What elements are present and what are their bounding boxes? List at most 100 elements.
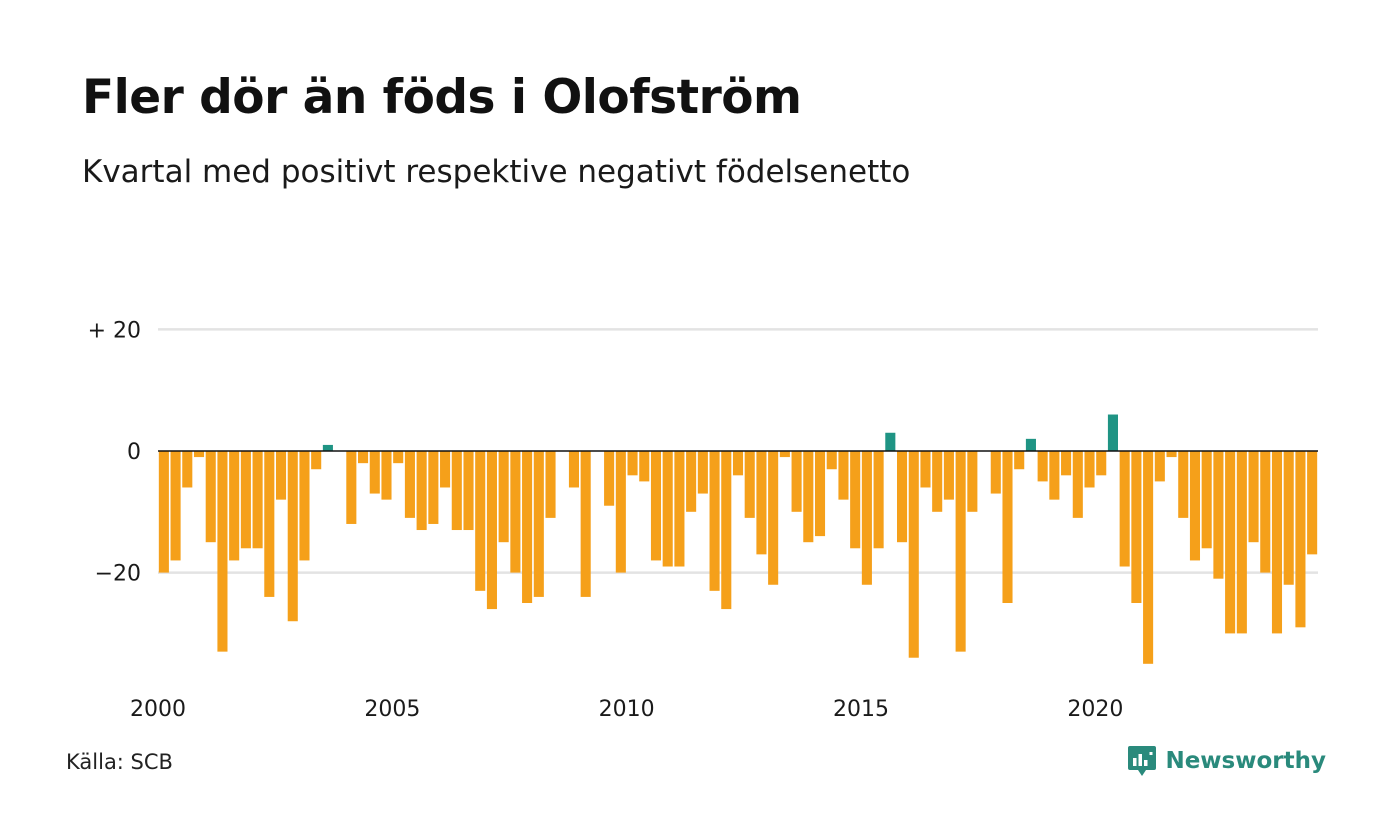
bar [1295,451,1306,628]
bar [826,451,837,470]
bar [275,451,287,500]
bar [873,451,884,549]
bar [697,451,708,494]
bar [756,451,767,555]
bar [287,451,298,622]
bar [967,451,978,512]
bar [381,451,392,500]
bar [486,451,497,610]
bar [498,451,509,543]
bar [252,451,263,549]
brand-name: Newsworthy [1165,748,1326,774]
bar [1084,451,1095,488]
bar [674,451,685,567]
bar [1260,451,1271,573]
bar [510,451,521,573]
bar [170,451,181,561]
bar [615,451,626,573]
newsworthy-logo-icon [1128,746,1157,776]
bar [522,451,533,603]
bar [1283,451,1294,585]
bar [709,451,720,591]
bar [240,451,251,549]
bar [158,451,169,573]
bar [1119,451,1130,567]
bar [861,451,872,585]
bar [943,451,954,500]
bar [604,451,615,506]
gridlines [158,328,1318,574]
chart-title: Fler dör än föds i Olofström [82,70,802,125]
bar [1236,451,1247,634]
x-tick-label: 2015 [833,697,889,722]
x-tick-label: 2020 [1067,697,1123,722]
bar [1189,451,1201,561]
bar [744,451,755,518]
bar [1307,451,1318,555]
bar [229,451,240,561]
y-tick-label: −20 [95,562,141,587]
bar [1061,451,1072,476]
bar [311,451,322,470]
bar [264,451,275,597]
bar [404,451,415,518]
bar [768,451,779,585]
x-tick-label: 2010 [599,697,655,722]
y-tick-label: + 20 [88,318,141,343]
bar [205,451,216,543]
bar [650,451,662,561]
bar [299,451,310,561]
bar [1002,451,1013,603]
bar [955,451,966,652]
bar [1049,451,1060,500]
bar [182,451,193,488]
bar [814,451,826,537]
bar [369,451,380,494]
bar [1154,451,1165,482]
bar [346,451,357,524]
bar [475,451,486,591]
bar [1107,414,1118,451]
bar [662,451,673,567]
bar [1178,451,1189,518]
source-note: Källa: SCB [66,750,173,774]
bar [393,451,404,464]
bar [428,451,439,524]
bar [1072,451,1083,518]
bar [463,451,474,531]
bar [1037,451,1048,482]
bar [568,451,579,488]
x-tick-label: 2000 [130,697,186,722]
bar [897,451,908,543]
bar [217,451,228,652]
bar [1143,451,1154,664]
x-tick-label: 2005 [364,697,420,722]
bar [885,432,896,451]
bar [1271,451,1283,634]
bars [158,414,1318,664]
bar [533,451,544,597]
bar [1213,451,1224,579]
bar [322,444,333,451]
bar [1014,451,1025,470]
y-tick-label: 0 [127,440,141,465]
bar [932,451,943,512]
brand-logo[interactable]: Newsworthy [1127,744,1326,778]
bar [850,451,861,549]
bar [791,451,802,512]
bar [580,451,591,597]
bar [193,451,205,458]
bar [721,451,732,610]
bar [990,451,1001,494]
bar [1166,451,1177,458]
bar [545,451,556,518]
bar [838,451,849,500]
bar [639,451,650,482]
chart-subtitle: Kvartal med positivt respektive negativt… [82,154,911,190]
bar [1131,451,1142,603]
bar [1225,451,1236,634]
bar [1248,451,1259,543]
bar [803,451,814,543]
bar [451,451,462,531]
